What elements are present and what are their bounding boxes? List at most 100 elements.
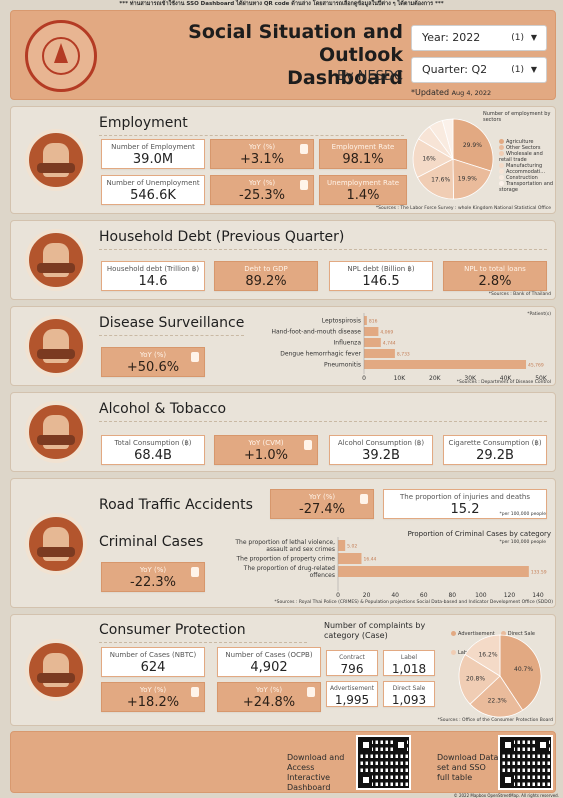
byline: By NESDC: [336, 69, 403, 84]
employment-icon: [25, 129, 87, 191]
legend-item: Construction: [499, 175, 554, 181]
category-label: The proportion of drug-related: [243, 565, 335, 572]
header-panel: Social Situation and Outlook Dashboard B…: [10, 10, 556, 100]
data-label: 4,744: [383, 341, 396, 347]
legend-item: Transportation and storage: [499, 181, 554, 193]
legend-item: Wholesale and retail trade: [499, 151, 543, 163]
tick-label: 60: [420, 592, 428, 599]
pie-label: 29.9%: [463, 142, 482, 149]
top-notice: *** ท่านสามารถเข้าใช้งาน SSO Dashboard ไ…: [119, 1, 444, 7]
download-dashboard-text: Download and Access Interactive Dashboar…: [287, 753, 345, 792]
chevron-down-icon: ▼: [530, 33, 537, 42]
dashboard-qr-code[interactable]: [356, 735, 411, 790]
data-label: 16.44: [363, 557, 376, 563]
bar: [338, 553, 362, 564]
category-label: Hand-foot-and-mouth disease: [271, 329, 361, 336]
category-label: Influenza: [334, 340, 362, 347]
dataset-qr-code[interactable]: [498, 735, 553, 790]
patient-note: *Patient(s): [527, 312, 551, 317]
alcohol-consumption-card: Alcohol Consumption (฿) 39.2B: [329, 435, 433, 465]
pie-label: 17.6%: [431, 177, 450, 184]
employment-pie-chart: 29.9% 19.9% 17.6% 16%: [412, 118, 494, 200]
pie-label: 22.3%: [488, 697, 507, 704]
criminal-per-note: *per 100,000 people: [499, 540, 546, 545]
pie-label: 19.9%: [458, 175, 477, 182]
consumer-icon: [25, 639, 87, 701]
pie-label: 16.2%: [478, 652, 497, 659]
alcohol-title: Alcohol & Tobacco: [99, 401, 227, 417]
category-label: assault and sex crimes: [266, 546, 335, 553]
household-debt-card: Household debt (Trillion ฿) 14.6: [101, 261, 205, 291]
thumbs-up-icon: [300, 180, 308, 190]
direct-sale-card: Direct Sale 1,093: [383, 681, 435, 707]
disease-yoy-card: YoY (%) +50.6%: [101, 347, 205, 377]
money-bag-icon: [25, 229, 87, 291]
advertisement-card: Advertisement 1,995: [326, 681, 378, 707]
category-label: Pneumonitis: [324, 362, 361, 369]
disease-panel: Disease Surveillance YoY (%) +50.6% Lepto…: [10, 306, 556, 386]
household-debt-title: Household Debt (Previous Quarter): [99, 229, 345, 245]
legend-item: Accommodati...: [499, 169, 554, 175]
consumer-source: *Sources : Office of the Consumer Protec…: [437, 718, 553, 723]
quarter-filter[interactable]: Quarter: Q2 (1) ▼: [411, 57, 547, 83]
download-data-text: Download Data set and SSO full table: [437, 753, 499, 782]
thumbs-down-icon: [304, 440, 312, 450]
road-criminal-panel: Road Traffic Accidents YoY (%) -27.4% The…: [10, 478, 556, 608]
contract-card: Contract 796: [326, 650, 378, 676]
ocpb-yoy-card: YoY (%) +24.8%: [217, 682, 321, 712]
category-label: The proportion of property crime: [236, 556, 336, 563]
employment-pie-title: Number of employment by sectors: [483, 111, 551, 123]
thumbs-down-icon: [191, 687, 199, 697]
bar: [364, 349, 395, 358]
bar: [364, 316, 367, 325]
pie-label: 16%: [422, 155, 436, 162]
tick-label: 20K: [429, 375, 442, 381]
category-label: Leptospirosis: [322, 318, 361, 325]
criminal-yoy-card: YoY (%) -22.3%: [101, 562, 205, 592]
employment-panel: Employment Number of Employment 39.0M YoY…: [10, 106, 556, 214]
thumbs-up-icon: [300, 144, 308, 154]
nesdc-logo: [25, 20, 97, 92]
tick-label: 50K: [535, 375, 548, 381]
data-label: 816: [369, 319, 378, 325]
npl-debt-card: NPL debt (Billion ฿) 146.5: [329, 261, 433, 291]
total-consumption-card: Total Consumption (฿) 68.4B: [101, 435, 205, 465]
alcohol-panel: Alcohol & Tobacco Total Consumption (฿) 6…: [10, 392, 556, 472]
consumer-title: Consumer Protection: [99, 622, 246, 638]
thumbs-down-icon: [307, 687, 315, 697]
pie-slice: [469, 675, 524, 718]
household-debt-panel: Household Debt (Previous Quarter) Househ…: [10, 220, 556, 300]
tick-label: 40K: [500, 375, 513, 381]
employment-count-card: Number of Employment 39.0M: [101, 139, 205, 169]
updated-label: *Updated Aug 4, 2022: [411, 88, 492, 97]
injury-card: The proportion of injuries and deaths 15.…: [383, 489, 547, 519]
label-card: Label 1,018: [383, 650, 435, 676]
footer-panel: Download and Access Interactive Dashboar…: [10, 731, 556, 793]
nbtc-cases-card: Number of Cases (NBTC) 624: [101, 647, 205, 677]
unemployment-count-card: Number of Unemployment 546.6K: [101, 175, 205, 205]
data-label: 45,769: [528, 363, 544, 369]
legend-item: Direct Sale: [500, 631, 535, 637]
bar: [338, 540, 346, 551]
category-label: The proportion of lethal violence,: [234, 539, 335, 546]
unemployment-rate-card: Unemployment Rate 1.4%: [319, 175, 407, 205]
employment-yoy-card: YoY (%) +3.1%: [210, 139, 314, 169]
year-filter[interactable]: Year: 2022 (1) ▼: [411, 25, 547, 51]
pie-slice: [458, 653, 501, 705]
employment-title: Employment: [99, 115, 188, 131]
pie-slice: [452, 118, 494, 172]
complaint-pie-chart: 40.7% 22.3% 20.8% 16.2%: [458, 634, 542, 718]
tick-label: 0: [336, 592, 340, 599]
data-label: 8,733: [397, 352, 410, 358]
tick-label: 100: [475, 592, 487, 599]
thumbs-up-icon: [360, 494, 368, 504]
category-label: Dengue hemorrhagic fever: [280, 351, 361, 358]
disease-title: Disease Surveillance: [99, 315, 245, 331]
tick-label: 0: [362, 375, 366, 381]
pie-label: 20.8%: [466, 675, 485, 682]
employment-rate-card: Employment Rate 98.1%: [319, 139, 407, 169]
legend-item: Agriculture: [499, 139, 554, 145]
data-label: 5.02: [347, 544, 357, 550]
disease-bar-chart: Leptospirosis 816 Hand-foot-and-mouth dise…: [271, 313, 548, 381]
bar: [364, 338, 381, 347]
